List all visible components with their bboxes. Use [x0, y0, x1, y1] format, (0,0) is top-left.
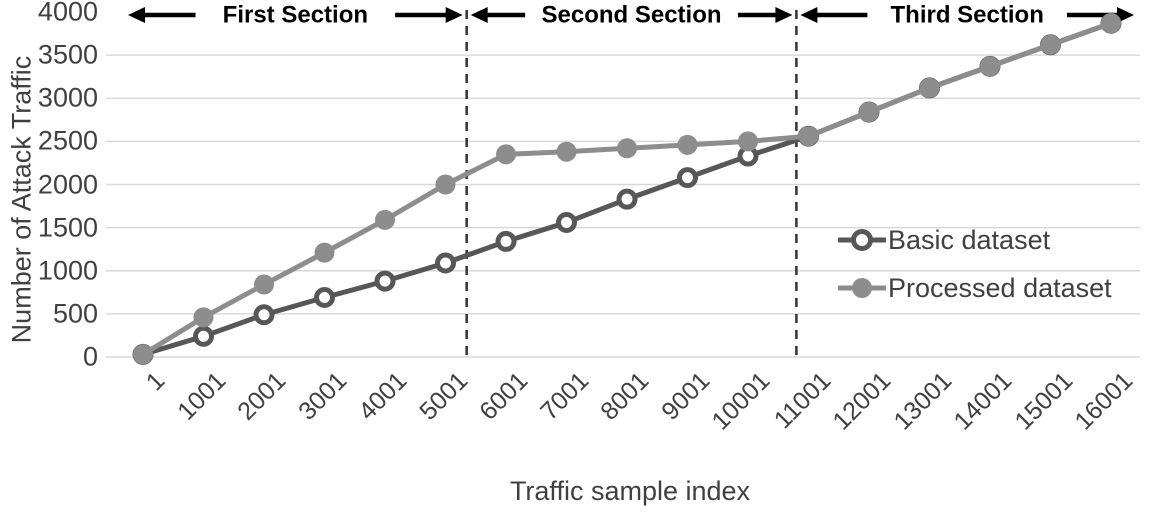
data-point-open-circle: [495, 230, 517, 252]
y-tick-label: 1000: [37, 255, 98, 286]
y-tick-label: 1500: [37, 212, 98, 243]
data-point-filled-circle: [980, 56, 1000, 77]
data-point-filled-circle: [254, 274, 274, 295]
arrow-right-icon: [1117, 7, 1134, 23]
y-tick-label: 500: [52, 298, 98, 329]
legend: Basic dataset Processed dataset: [836, 216, 1112, 312]
data-point-open-circle: [677, 167, 698, 189]
data-point-open-circle: [253, 304, 275, 326]
section-annotation: Third Section: [800, 2, 1134, 29]
x-axis-title: Traffic sample index: [509, 476, 751, 506]
data-point-filled-circle: [738, 131, 758, 152]
arrow-left-icon: [128, 7, 145, 23]
data-point-filled-circle: [798, 126, 819, 147]
y-tick-label: 4000: [37, 0, 98, 27]
data-point-open-circle: [556, 211, 577, 233]
arrow-right-icon: [445, 7, 463, 23]
data-point-filled-circle: [919, 77, 940, 98]
section-label: Second Section: [542, 2, 722, 29]
arrow-left-icon: [800, 7, 818, 23]
data-point-open-circle: [314, 286, 335, 308]
data-point-filled-circle: [375, 209, 395, 230]
arrow-right-icon: [775, 7, 793, 23]
section-label: Third Section: [891, 2, 1044, 29]
data-point-filled-circle: [556, 141, 577, 162]
legend-item-basic-dataset: Basic dataset: [836, 216, 1112, 264]
y-tick-label: 2000: [37, 169, 98, 199]
data-point-filled-circle: [193, 307, 214, 328]
data-point-filled-circle: [1101, 13, 1121, 34]
data-point-filled-circle: [859, 102, 879, 123]
filled-circle-legend-icon: [838, 278, 886, 298]
data-point-open-circle: [374, 270, 396, 292]
legend-item-processed-dataset: Processed dataset: [836, 264, 1112, 312]
data-point-filled-circle: [133, 344, 153, 365]
y-tick-label: 0: [82, 341, 98, 372]
y-tick-label: 2500: [37, 125, 98, 156]
section-annotation: Second Section: [470, 2, 793, 29]
data-point-filled-circle: [496, 144, 516, 165]
open-circle-legend-icon: [838, 229, 886, 251]
legend-label: Processed dataset: [888, 272, 1112, 303]
arrow-left-icon: [470, 7, 488, 23]
data-point-filled-circle: [617, 138, 637, 159]
data-point-open-circle: [435, 252, 456, 274]
data-point-open-circle: [193, 325, 214, 347]
data-point-filled-circle: [435, 174, 456, 195]
legend-label: Basic dataset: [888, 224, 1051, 255]
section-label: First Section: [223, 2, 368, 29]
data-point-filled-circle: [1040, 34, 1061, 55]
data-point-filled-circle: [314, 242, 335, 263]
data-point-filled-circle: [677, 134, 698, 155]
section-annotation: First Section: [128, 2, 463, 29]
y-tick-label: 3000: [37, 82, 98, 113]
data-point-open-circle: [616, 188, 638, 210]
y-tick-label: 3500: [37, 39, 98, 70]
